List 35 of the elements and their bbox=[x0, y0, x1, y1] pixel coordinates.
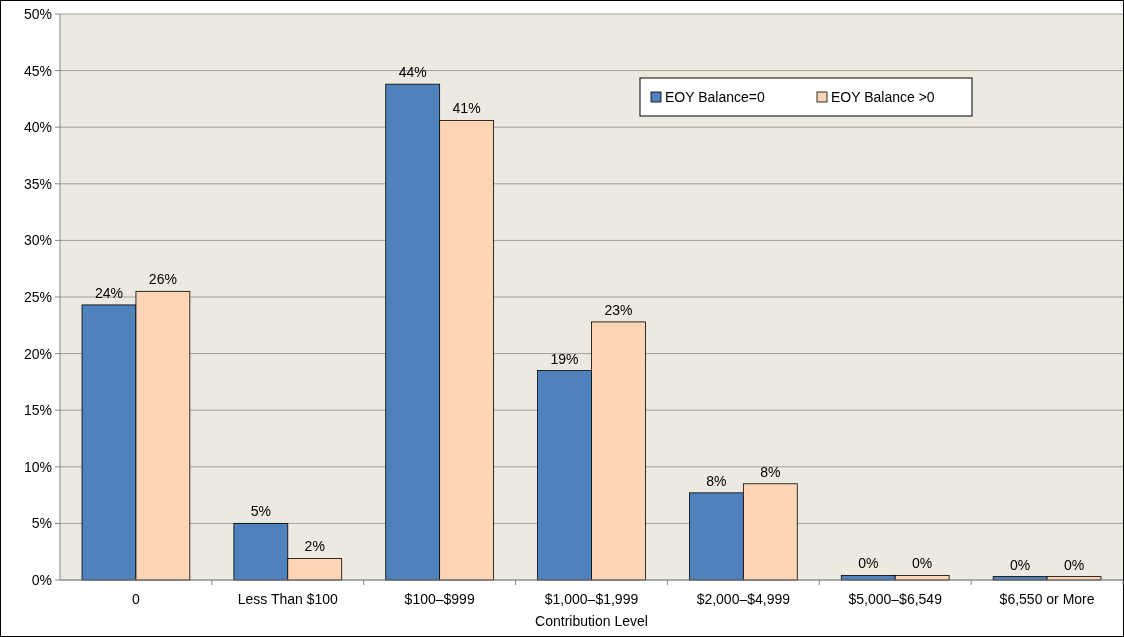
y-tick-label: 40% bbox=[23, 119, 52, 136]
y-tick-label: 5% bbox=[31, 515, 52, 532]
y-tick-label: 20% bbox=[23, 345, 52, 362]
data-label: 0% bbox=[1063, 556, 1085, 573]
data-label: 44% bbox=[398, 64, 427, 81]
x-tick-label: $6,550 or More bbox=[999, 591, 1095, 607]
y-tick-label: 35% bbox=[23, 175, 52, 192]
data-label: 0% bbox=[1010, 556, 1031, 573]
data-label: 41% bbox=[452, 100, 481, 117]
data-label: 8% bbox=[760, 463, 781, 480]
data-label: 8% bbox=[706, 472, 727, 489]
data-label: 24% bbox=[94, 284, 123, 301]
y-tick-label: 15% bbox=[23, 402, 52, 419]
y-tick-label: 50% bbox=[23, 5, 52, 22]
y-tick-label: 25% bbox=[23, 288, 52, 305]
x-tick-label: $100–$999 bbox=[404, 591, 475, 607]
x-tick-label: $2,000–$4,999 bbox=[696, 591, 791, 607]
y-tick-label: 0% bbox=[31, 571, 52, 588]
x-tick-label: $1,000–$1,999 bbox=[544, 591, 639, 607]
data-label: 26% bbox=[148, 271, 177, 288]
data-label: 23% bbox=[604, 301, 633, 318]
y-tick-label: 45% bbox=[23, 62, 52, 79]
data-label: 0% bbox=[912, 555, 933, 572]
x-axis-title: Contribution Level bbox=[535, 613, 648, 629]
data-label: 2% bbox=[304, 538, 325, 555]
data-label: 5% bbox=[250, 503, 271, 520]
y-tick-label: 30% bbox=[23, 232, 52, 249]
x-tick-label: Less Than $100 bbox=[237, 591, 339, 607]
x-tick-label: $5,000–$6,549 bbox=[848, 591, 943, 607]
x-tick-label: 0 bbox=[132, 591, 141, 607]
y-tick-label: 10% bbox=[23, 458, 52, 475]
legend-label: EOY Balance=0 bbox=[665, 88, 765, 105]
data-label: 19% bbox=[550, 350, 579, 367]
legend-label: EOY Balance >0 bbox=[831, 88, 935, 105]
data-label: 0% bbox=[858, 555, 879, 572]
